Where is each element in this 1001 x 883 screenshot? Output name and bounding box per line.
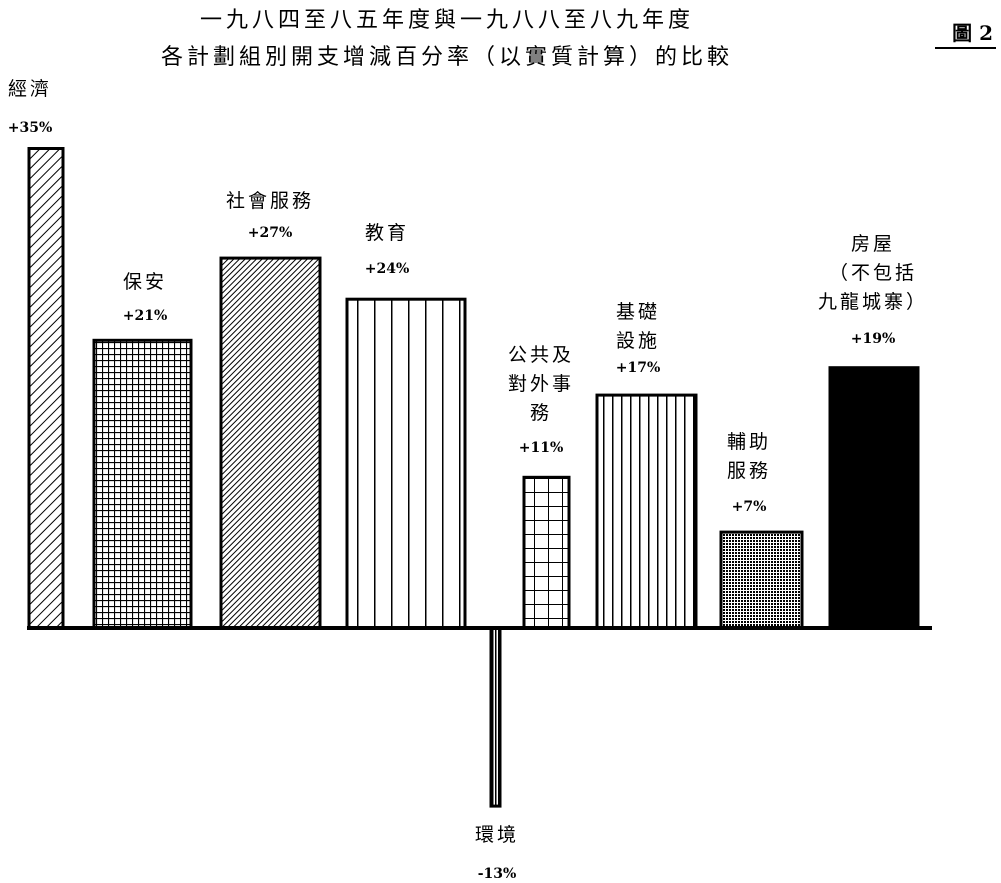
bar-3 <box>219 256 322 630</box>
bar-7 <box>595 393 698 630</box>
category-label-9-line-2: （不包括 <box>829 262 917 284</box>
category-label-6-line-3: 務 <box>530 402 552 424</box>
category-label-8-line-2: 服務 <box>727 460 771 482</box>
value-label-2: +21% <box>123 308 168 324</box>
value-label-6: +11% <box>519 440 564 456</box>
value-label-8: +7% <box>732 499 767 515</box>
category-label-5-line-1: 環境 <box>475 824 519 846</box>
bar-6 <box>522 475 571 630</box>
category-label-9-line-3: 九龍城寨） <box>818 291 928 313</box>
category-label-7-line-1: 基礎 <box>616 301 660 323</box>
category-label-4-line-1: 教育 <box>365 222 409 244</box>
figure-label: 圖 2 <box>952 21 993 45</box>
value-label-3: +27% <box>248 225 293 241</box>
value-label-9: +19% <box>851 331 896 347</box>
bar-4 <box>345 297 467 630</box>
value-label-5: -13% <box>478 866 517 882</box>
category-label-1-line-1: 經濟 <box>8 78 52 100</box>
chart-title-line-1: 一九八四至八五年度與一九八八至八九年度 <box>200 8 694 33</box>
chart-title-line-2: 各計劃組別開支增減百分率（以實質計算）的比較 <box>161 45 733 70</box>
category-label-2-line-1: 保安 <box>123 271 167 293</box>
bar-2 <box>92 338 193 630</box>
category-label-9-line-1: 房屋 <box>851 233 895 255</box>
category-label-6-line-1: 公共及 <box>508 344 574 366</box>
value-label-4: +24% <box>365 261 410 277</box>
bar-1 <box>27 147 65 630</box>
category-label-3-line-1: 社會服務 <box>226 190 314 212</box>
bar-5 <box>489 626 502 808</box>
bars-group <box>27 147 920 808</box>
category-label-8-line-1: 輔助 <box>727 431 771 453</box>
value-label-7: +17% <box>616 360 661 376</box>
category-label-6-line-2: 對外事 <box>508 373 574 395</box>
bar-8 <box>719 530 804 630</box>
category-label-7-line-2: 設施 <box>616 330 660 352</box>
bar-9 <box>828 366 920 630</box>
value-label-1: +35% <box>8 120 53 136</box>
